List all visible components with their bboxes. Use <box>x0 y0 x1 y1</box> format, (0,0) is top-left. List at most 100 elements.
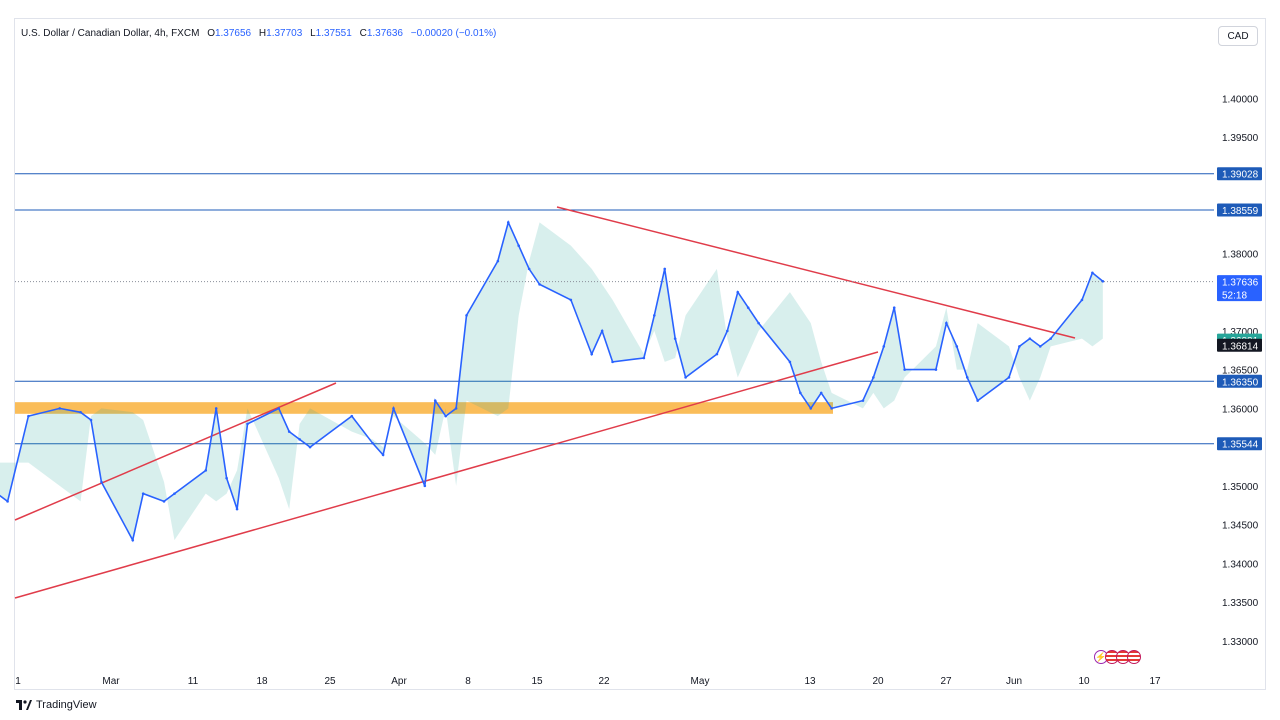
price-point <box>89 418 93 422</box>
price-point <box>496 259 500 263</box>
price-point <box>506 221 510 224</box>
x-tick-label: Apr <box>391 676 407 687</box>
us-flag-icon[interactable] <box>1127 650 1141 664</box>
price-point <box>965 376 969 379</box>
price-point <box>454 407 458 410</box>
level-tag-bg <box>1217 203 1262 217</box>
level-tag: 1.38559 <box>1217 203 1262 217</box>
x-tick-label: 18 <box>256 676 268 687</box>
y-tick-label: 1.35000 <box>1222 482 1259 493</box>
price-point <box>819 391 823 395</box>
x-tick-label: Mar <box>102 676 120 687</box>
price-point <box>204 469 208 472</box>
x-tick-label: 13 <box>804 676 816 687</box>
high-label: H <box>258 28 267 39</box>
x-tick-label: 22 <box>598 676 610 687</box>
level-tag-text: 1.35544 <box>1222 440 1259 451</box>
indicator-tag-black: 1.36814 <box>1217 338 1262 352</box>
price-point <box>746 306 750 309</box>
indicator-cloud <box>0 222 1103 541</box>
price-point <box>642 356 646 360</box>
price-point <box>715 352 719 356</box>
footer: TradingView <box>16 699 97 711</box>
price-point <box>1007 376 1011 379</box>
price-point <box>1049 337 1052 340</box>
y-tick-label: 1.40000 <box>1222 94 1259 105</box>
price-point <box>235 507 239 511</box>
y-tick-label: 1.39500 <box>1222 133 1259 144</box>
price-point <box>955 345 959 348</box>
chart-frame <box>14 18 1266 690</box>
price-point <box>757 321 760 325</box>
price-point <box>799 391 802 395</box>
price-point <box>173 492 176 495</box>
price-point <box>287 430 291 433</box>
tradingview-brand[interactable]: TradingView <box>36 699 97 711</box>
price-point <box>27 414 30 418</box>
level-tag: 1.35544 <box>1217 437 1262 451</box>
open-label: O <box>207 28 215 39</box>
price-point <box>663 267 667 271</box>
price-point <box>517 244 520 247</box>
x-tick-label: 8 <box>465 676 471 687</box>
level-tag-text: 1.36350 <box>1222 377 1259 388</box>
indicator-tag-black-bg <box>1217 338 1262 352</box>
price-point <box>100 480 103 484</box>
change-value: −0.00020 (−0.01%) <box>410 28 497 39</box>
price-point <box>6 500 9 503</box>
indicator-tag-black-text: 1.36814 <box>1222 341 1259 352</box>
level-tag-text: 1.38559 <box>1222 206 1259 217</box>
close-label: C <box>359 28 367 39</box>
level-tag-bg <box>1217 437 1262 451</box>
current-price-tag: 1.37636 52:18 <box>1217 275 1262 302</box>
x-tick-label: 20 <box>872 676 884 687</box>
price-point <box>225 476 228 480</box>
ascending-trendline-upper <box>14 382 337 521</box>
x-tick-label: 11 <box>188 676 199 687</box>
y-tick-label: 1.36000 <box>1222 404 1259 415</box>
price-point <box>934 368 938 371</box>
x-tick-label: 27 <box>940 676 952 687</box>
price-point <box>684 376 687 379</box>
price-point <box>882 345 886 348</box>
price-point <box>976 399 979 402</box>
tradingview-logo-icon <box>16 700 32 710</box>
price-point <box>590 352 594 356</box>
y-tick-label: 1.36500 <box>1222 366 1259 377</box>
price-point <box>600 329 604 333</box>
y-tick-label: 1.33500 <box>1222 598 1259 609</box>
y-tick-label: 1.34500 <box>1222 521 1259 532</box>
x-tick-label: May <box>691 676 710 687</box>
level-tag-bg <box>1217 167 1262 181</box>
x-tick-label: 1 <box>15 676 21 687</box>
price-point <box>444 414 447 418</box>
price-point <box>611 360 614 364</box>
low-label: L <box>310 28 316 39</box>
price-point <box>246 422 249 426</box>
x-tick-label: 15 <box>531 676 543 687</box>
countdown-text: 52:18 <box>1222 291 1247 302</box>
price-point <box>214 407 218 410</box>
descending-trendline <box>556 206 1076 339</box>
supply-demand-zone <box>15 402 833 414</box>
price-point <box>726 329 729 333</box>
symbol-title[interactable]: U.S. Dollar / Canadian Dollar, 4h, FXCM <box>21 28 200 39</box>
price-point <box>527 267 531 271</box>
price-series-line <box>0 220 1104 543</box>
currency-button[interactable]: CAD <box>1218 26 1258 46</box>
ascending-trendline-lower <box>14 351 879 599</box>
price-point <box>945 321 948 325</box>
price-point <box>673 337 677 340</box>
price-point <box>830 407 833 410</box>
price-point <box>162 500 166 503</box>
y-tick-label: 1.34000 <box>1222 559 1259 570</box>
price-point <box>809 407 813 410</box>
symbol-header: U.S. Dollar / Canadian Dollar, 4h, FXCM … <box>21 28 496 39</box>
price-point <box>141 492 145 495</box>
price-point <box>1038 345 1042 348</box>
price-point <box>892 306 896 309</box>
price-point <box>433 399 437 402</box>
event-icons[interactable]: ⚡ <box>1094 650 1141 664</box>
price-point <box>903 368 906 371</box>
